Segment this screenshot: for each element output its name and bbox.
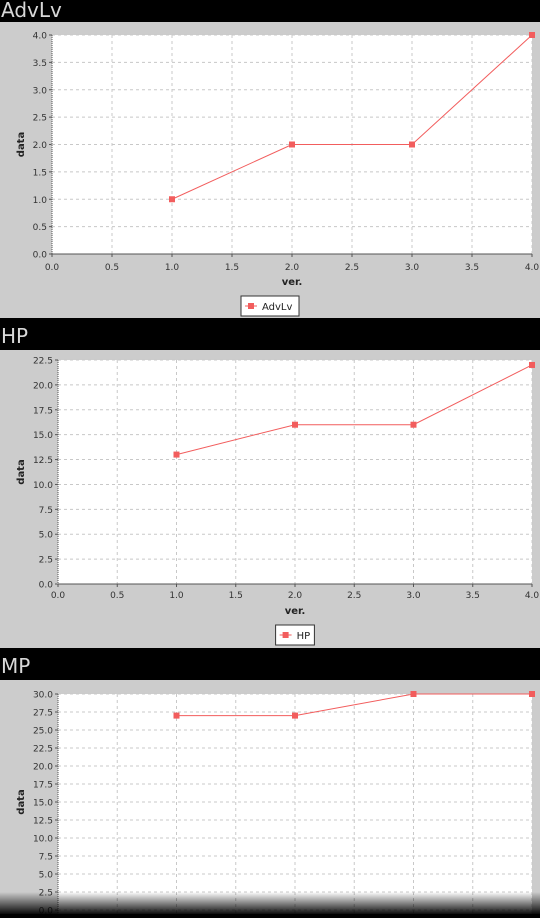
y-tick-label: 7.5	[39, 853, 53, 863]
y-tick-label: 27.5	[33, 709, 53, 719]
x-tick-label: 1.5	[225, 263, 239, 273]
y-tick-label: 2.0	[33, 141, 48, 151]
y-tick-label: 12.5	[33, 817, 53, 827]
chart-panel-mp: 0.0 2.5 5.0 7.5 10.0 12.5 15.0 17.5 20.0 22.5 25.0…	[0, 680, 540, 917]
data-point	[410, 421, 417, 428]
x-tick-label: 1.5	[229, 591, 243, 601]
data-point	[410, 691, 417, 697]
x-tick-label: 0.0	[51, 591, 66, 601]
y-tick-label: 0.5	[33, 223, 47, 233]
series-line	[176, 364, 533, 456]
legend-box	[240, 295, 300, 317]
x-tick-label: 0.5	[105, 263, 119, 273]
y-tick-label: 17.5	[33, 406, 53, 416]
x-tick-label: 3.0	[405, 263, 420, 273]
chart-hp: 0.0 2.5 5.0 7.5 10.0 12.5 15.0 17.5 20.0 22.5 0.0 0…	[16, 357, 540, 646]
data-point	[173, 451, 180, 458]
x-axis-label: ver.	[282, 277, 303, 288]
x-axis-label: ver.	[285, 606, 306, 617]
x-tick-label: 1.0	[169, 591, 184, 601]
y-tick-label: 22.5	[33, 745, 53, 755]
x-tick-label: 0.0	[45, 263, 60, 273]
y-tick-label: 1.0	[33, 196, 48, 206]
x-tick-label: 2.5	[345, 263, 359, 273]
x-tick-label: 1.0	[165, 263, 180, 273]
y-tick-label: 15.0	[33, 431, 53, 441]
y-tick-label: 5.0	[39, 531, 54, 541]
y-tick-label: 2.5	[39, 556, 53, 566]
y-axis-label: data	[16, 132, 27, 157]
y-axis-label: data	[16, 789, 27, 814]
chart-mp: 0.0 2.5 5.0 7.5 10.0 12.5 15.0 17.5 20.0 22.5 25.0…	[16, 691, 535, 917]
y-tick-label: 15.0	[33, 799, 53, 809]
x-tick-label: 3.5	[465, 263, 479, 273]
series-line	[171, 34, 533, 200]
data-point	[529, 361, 535, 368]
y-tick-label: 10.0	[33, 481, 53, 491]
data-point	[529, 32, 535, 38]
x-tick-label: 2.0	[285, 263, 300, 273]
legend-marker	[248, 303, 254, 309]
x-tick-label: 3.5	[466, 591, 480, 601]
y-tick-label: 20.0	[33, 763, 53, 773]
y-tick-label: 2.5	[39, 889, 53, 899]
chart-panel-hp: 0.0 2.5 5.0 7.5 10.0 12.5 15.0 17.5 20.0 22.5 0.0 0…	[0, 350, 540, 648]
chart-title-mp: MP	[0, 652, 540, 680]
y-tick-label: 1.5	[33, 168, 47, 178]
data-point	[409, 141, 415, 148]
series-line	[176, 693, 532, 717]
y-tick-label: 7.5	[39, 506, 53, 516]
y-tick-label: 0.0	[39, 581, 54, 591]
x-tick-label: 4.0	[525, 263, 540, 273]
data-point	[173, 712, 180, 719]
y-tick-label: 12.5	[33, 456, 53, 466]
data-point	[529, 691, 535, 697]
legend-label: HP	[297, 631, 311, 642]
chart-advlv: 0.0 0.5 1.0 1.5 2.0 2.5 3.0 3.5 4.0 0.0 0.5 1.0 1.5 2…	[16, 32, 540, 317]
y-tick-label: 30.0	[33, 691, 53, 701]
y-tick-label: 3.5	[33, 59, 47, 69]
y-axis-label: data	[16, 459, 27, 484]
y-tick-label: 5.0	[39, 871, 54, 881]
y-tick-label: 25.0	[33, 727, 53, 737]
data-point	[169, 196, 175, 203]
y-tick-label: 4.0	[33, 32, 48, 42]
data-point	[292, 712, 298, 719]
chart-panel-advlv: 0.0 0.5 1.0 1.5 2.0 2.5 3.0 3.5 4.0 0.0 0.5 1.0 1.5 2…	[0, 22, 540, 318]
y-tick-label: 0.0	[39, 907, 54, 915]
y-tick-label: 10.0	[33, 835, 53, 845]
plot-area	[58, 360, 532, 584]
x-tick-label: 4.0	[525, 591, 540, 601]
data-point	[289, 141, 295, 148]
y-tick-label: 22.5	[33, 357, 53, 367]
y-tick-label: 17.5	[33, 781, 53, 791]
legend-box	[275, 624, 315, 646]
y-tick-label: 0.0	[33, 251, 48, 261]
x-tick-label: 2.0	[288, 591, 303, 601]
y-tick-label: 3.0	[33, 86, 48, 96]
y-tick-label: 20.0	[33, 381, 53, 391]
chart-title-advlv: AdvLv	[0, 0, 540, 20]
legend-marker	[282, 632, 289, 638]
x-tick-label: 0.5	[110, 591, 124, 601]
y-tick-label: 2.5	[33, 114, 47, 124]
legend-label: AdvLv	[262, 302, 293, 313]
x-tick-label: 3.0	[406, 591, 421, 601]
data-point	[292, 421, 298, 428]
chart-title-hp: HP	[0, 322, 540, 350]
x-tick-label: 2.5	[347, 591, 361, 601]
